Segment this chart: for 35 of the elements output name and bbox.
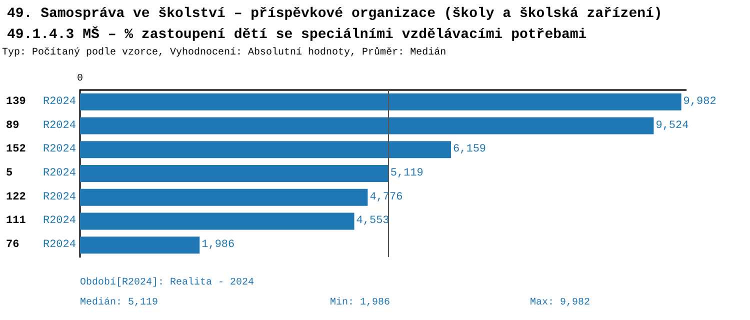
chart-title: 49. Samospráva ve školství – příspěvkové organizace (školy a školská zařízení) xyxy=(7,6,662,22)
y-tick-label: 139 xyxy=(6,96,26,108)
text: Max: 9,982 xyxy=(530,298,590,308)
text: R2024 xyxy=(42,168,76,180)
bar xyxy=(80,117,654,134)
y-tick-label: 152 xyxy=(6,144,26,156)
bar xyxy=(80,236,200,254)
text: R2024 xyxy=(42,144,76,156)
text: 0 xyxy=(76,74,84,84)
y-tick-label: 5 xyxy=(6,168,13,180)
y-tick-label: 76 xyxy=(6,239,20,252)
text: R2024 xyxy=(42,120,76,132)
data-label: 9,982 xyxy=(683,96,716,108)
data-label: 1,986 xyxy=(202,239,235,252)
text: R2024 xyxy=(42,191,76,204)
text: Min: 1,986 xyxy=(330,296,390,308)
bar xyxy=(80,165,388,182)
chart-subtitle: 49.1.4.3 MŠ – % zastoupení dětí se speciálními vzdělávacími potřebami xyxy=(7,26,587,43)
bar xyxy=(80,188,368,206)
data-label: 4,553 xyxy=(356,215,390,228)
y-tick-label: 122 xyxy=(6,191,26,204)
text: Typ: Počítaný podle vzorce, Vyhodnocení: Absolutní hodnoty, Průměr: Medián xyxy=(2,46,446,58)
data-label: 6,159 xyxy=(453,144,486,156)
text: Medián: 5,119 xyxy=(80,296,158,308)
data-label: 5,119 xyxy=(390,168,424,180)
bar xyxy=(80,212,354,230)
data-label: 9,524 xyxy=(656,120,690,132)
bar xyxy=(80,93,682,110)
bar xyxy=(80,141,452,158)
y-tick-label: 111 xyxy=(6,215,26,228)
text: R2024 xyxy=(42,239,76,252)
text: R2024 xyxy=(42,215,76,228)
series-label: R2024 xyxy=(42,96,76,108)
y-tick-label: 89 xyxy=(6,120,20,132)
text: Období[R2024]: Realita - 2024 xyxy=(80,276,254,288)
